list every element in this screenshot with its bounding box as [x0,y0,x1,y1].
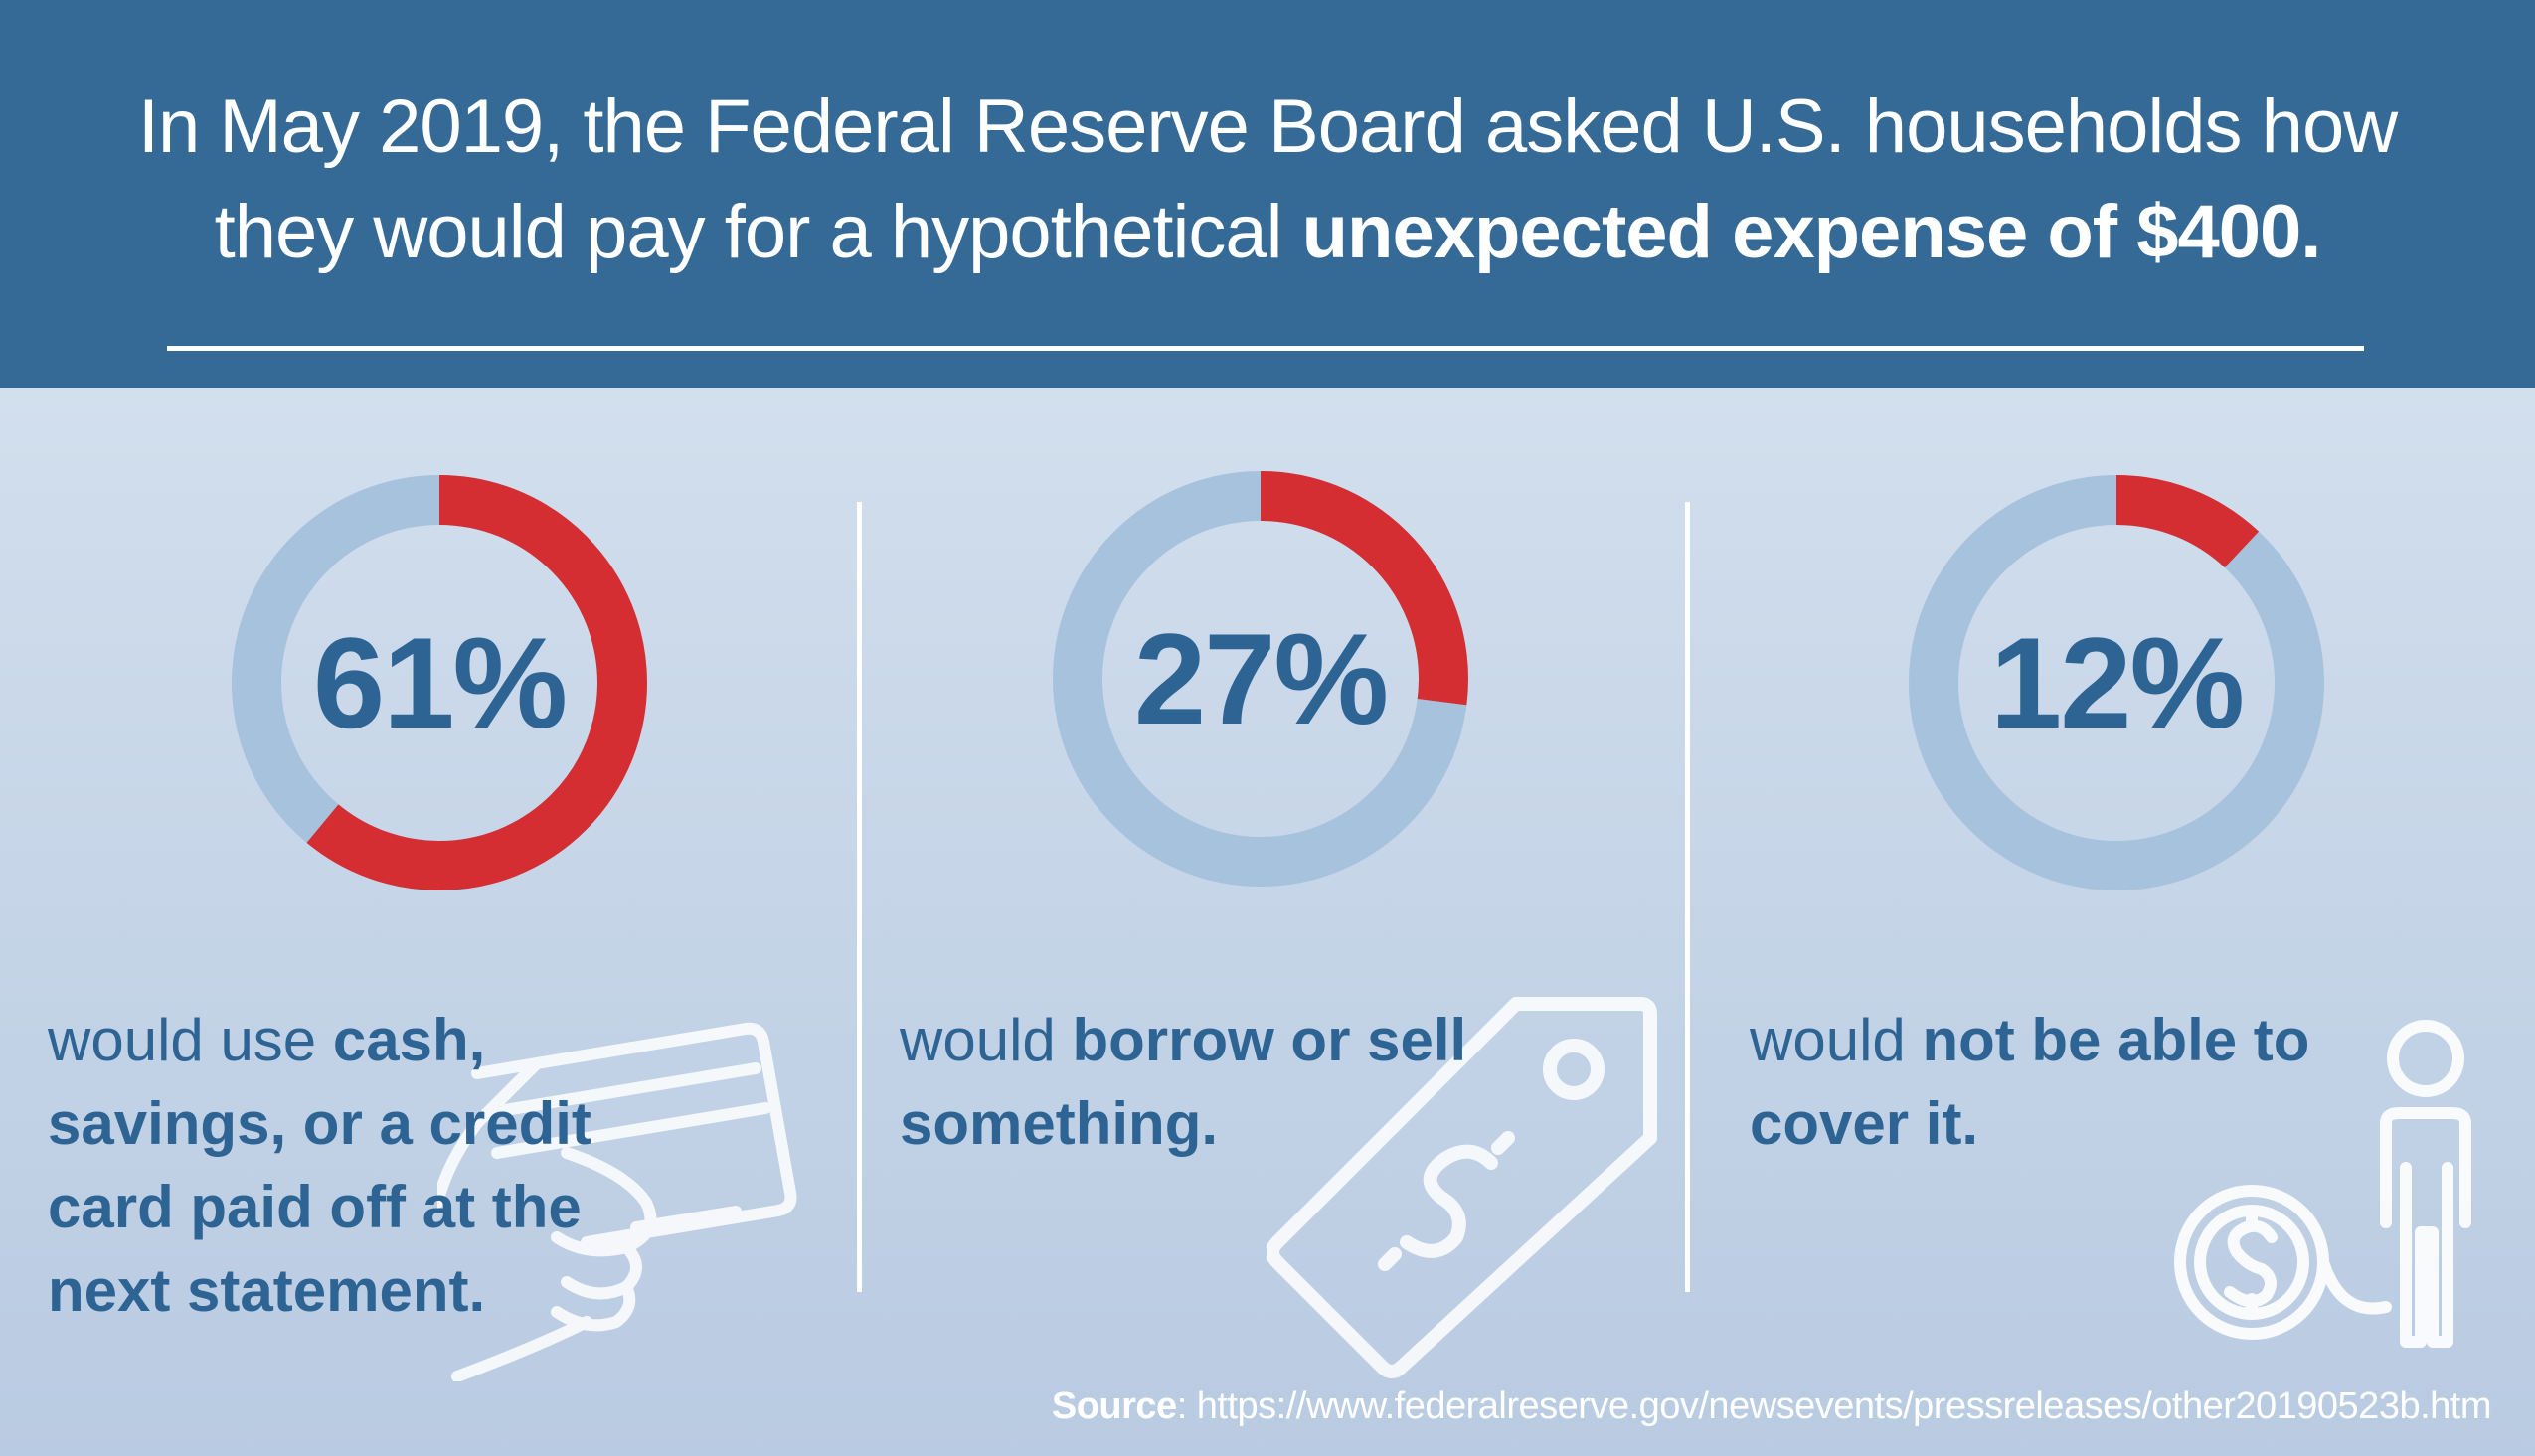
donut-chart-3 [1909,475,2324,890]
price-tag-dollar-icon [1268,997,1657,1378]
headline-line-2: they would pay for a hypothetical unexpe… [80,180,2455,285]
caption-3-plain: would [1750,1007,1923,1073]
source-citation: Source: https://www.federalreserve.gov/n… [1051,1385,2492,1428]
stat-column-1: 61% would use cash, savings, or a credit… [0,0,855,1456]
source-url: : https://www.federalreserve.gov/newseve… [1176,1385,2492,1427]
caption-3-bold: not be able to cover it. [1750,1007,2310,1157]
source-label: Source [1051,1385,1177,1427]
donut-slice-2 [1053,471,1468,887]
caption-2-plain: would [900,1007,1073,1073]
header-rule [167,346,2364,351]
donut-value-label-3: 12% [1989,610,2245,755]
credit-card-hand-icon [437,1022,797,1381]
headline-line-2-plain: they would pay for a hypothetical [214,190,1302,274]
person-dollar-coin-icon [2174,1020,2471,1348]
caption-2: would borrow or sell something. [900,999,1576,1166]
donut-chart-2 [1053,471,1468,887]
column-divider-2 [1685,502,1690,1292]
header-banner: In May 2019, the Federal Reserve Board a… [0,0,2535,388]
donut-value-label-1: 61% [312,610,568,755]
headline-line-1: In May 2019, the Federal Reserve Board a… [137,84,2398,169]
donut-value-label-2: 27% [1133,606,1389,751]
donut-slice-3 [1909,475,2324,890]
column-divider-1 [857,502,862,1292]
caption-3: would not be able to cover it. [1750,999,2386,1166]
caption-1-bold: cash, savings, or a credit card paid off… [48,1007,592,1324]
caption-1: would use cash, savings, or a credit car… [48,999,684,1333]
headline-line-2-bold: unexpected expense of $400. [1301,190,2322,274]
headline: In May 2019, the Federal Reserve Board a… [80,75,2455,285]
donut-slice-1 [232,475,647,890]
caption-2-bold: borrow or sell something. [900,1007,1467,1157]
donut-chart-1 [232,475,647,890]
caption-1-plain: would use [48,1007,333,1073]
